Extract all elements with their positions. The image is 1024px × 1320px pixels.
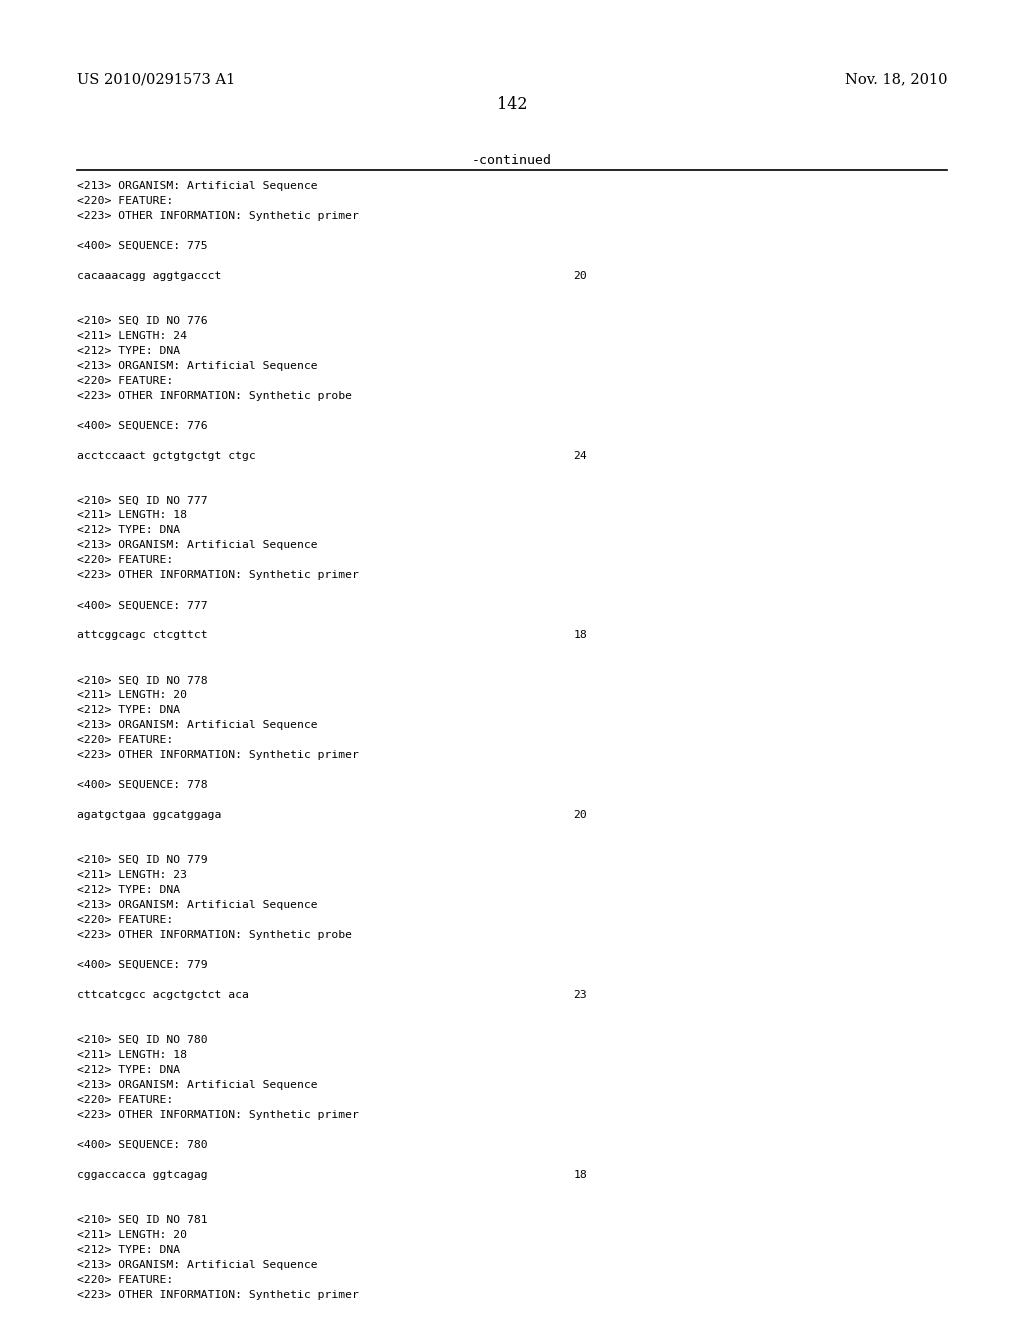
Text: 18: 18 xyxy=(573,631,587,640)
Text: <210> SEQ ID NO 780: <210> SEQ ID NO 780 xyxy=(77,1035,208,1045)
Text: cacaaacagg aggtgaccct: cacaaacagg aggtgaccct xyxy=(77,271,221,281)
Text: <213> ORGANISM: Artificial Sequence: <213> ORGANISM: Artificial Sequence xyxy=(77,721,317,730)
Text: -continued: -continued xyxy=(472,154,552,168)
Text: <220> FEATURE:: <220> FEATURE: xyxy=(77,1094,173,1105)
Text: <223> OTHER INFORMATION: Synthetic primer: <223> OTHER INFORMATION: Synthetic prime… xyxy=(77,1110,358,1119)
Text: <211> LENGTH: 20: <211> LENGTH: 20 xyxy=(77,1230,186,1239)
Text: 142: 142 xyxy=(497,96,527,114)
Text: <220> FEATURE:: <220> FEATURE: xyxy=(77,376,173,385)
Text: <220> FEATURE:: <220> FEATURE: xyxy=(77,915,173,925)
Text: <212> TYPE: DNA: <212> TYPE: DNA xyxy=(77,525,180,536)
Text: <220> FEATURE:: <220> FEATURE: xyxy=(77,556,173,565)
Text: <223> OTHER INFORMATION: Synthetic probe: <223> OTHER INFORMATION: Synthetic probe xyxy=(77,929,352,940)
Text: <212> TYPE: DNA: <212> TYPE: DNA xyxy=(77,1245,180,1254)
Text: <213> ORGANISM: Artificial Sequence: <213> ORGANISM: Artificial Sequence xyxy=(77,1080,317,1090)
Text: <223> OTHER INFORMATION: Synthetic primer: <223> OTHER INFORMATION: Synthetic prime… xyxy=(77,211,358,220)
Text: 23: 23 xyxy=(573,990,587,999)
Text: <223> OTHER INFORMATION: Synthetic primer: <223> OTHER INFORMATION: Synthetic prime… xyxy=(77,750,358,760)
Text: <210> SEQ ID NO 779: <210> SEQ ID NO 779 xyxy=(77,855,208,865)
Text: 18: 18 xyxy=(573,1170,587,1180)
Text: <210> SEQ ID NO 781: <210> SEQ ID NO 781 xyxy=(77,1214,208,1225)
Text: <211> LENGTH: 18: <211> LENGTH: 18 xyxy=(77,511,186,520)
Text: <400> SEQUENCE: 778: <400> SEQUENCE: 778 xyxy=(77,780,208,791)
Text: <400> SEQUENCE: 780: <400> SEQUENCE: 780 xyxy=(77,1139,208,1150)
Text: <223> OTHER INFORMATION: Synthetic primer: <223> OTHER INFORMATION: Synthetic prime… xyxy=(77,570,358,581)
Text: <400> SEQUENCE: 777: <400> SEQUENCE: 777 xyxy=(77,601,208,610)
Text: <213> ORGANISM: Artificial Sequence: <213> ORGANISM: Artificial Sequence xyxy=(77,900,317,909)
Text: <400> SEQUENCE: 779: <400> SEQUENCE: 779 xyxy=(77,960,208,970)
Text: Nov. 18, 2010: Nov. 18, 2010 xyxy=(845,73,947,87)
Text: <213> ORGANISM: Artificial Sequence: <213> ORGANISM: Artificial Sequence xyxy=(77,181,317,191)
Text: cttcatcgcc acgctgctct aca: cttcatcgcc acgctgctct aca xyxy=(77,990,249,999)
Text: US 2010/0291573 A1: US 2010/0291573 A1 xyxy=(77,73,236,87)
Text: <223> OTHER INFORMATION: Synthetic probe: <223> OTHER INFORMATION: Synthetic probe xyxy=(77,391,352,400)
Text: <220> FEATURE:: <220> FEATURE: xyxy=(77,735,173,746)
Text: <212> TYPE: DNA: <212> TYPE: DNA xyxy=(77,705,180,715)
Text: <213> ORGANISM: Artificial Sequence: <213> ORGANISM: Artificial Sequence xyxy=(77,360,317,371)
Text: <213> ORGANISM: Artificial Sequence: <213> ORGANISM: Artificial Sequence xyxy=(77,540,317,550)
Text: <210> SEQ ID NO 777: <210> SEQ ID NO 777 xyxy=(77,495,208,506)
Text: <212> TYPE: DNA: <212> TYPE: DNA xyxy=(77,1065,180,1074)
Text: attcggcagc ctcgttct: attcggcagc ctcgttct xyxy=(77,631,208,640)
Text: <212> TYPE: DNA: <212> TYPE: DNA xyxy=(77,884,180,895)
Text: <211> LENGTH: 20: <211> LENGTH: 20 xyxy=(77,690,186,700)
Text: cggaccacca ggtcagag: cggaccacca ggtcagag xyxy=(77,1170,208,1180)
Text: <210> SEQ ID NO 778: <210> SEQ ID NO 778 xyxy=(77,676,208,685)
Text: agatgctgaa ggcatggaga: agatgctgaa ggcatggaga xyxy=(77,810,221,820)
Text: 20: 20 xyxy=(573,810,587,820)
Text: <211> LENGTH: 23: <211> LENGTH: 23 xyxy=(77,870,186,880)
Text: <212> TYPE: DNA: <212> TYPE: DNA xyxy=(77,346,180,355)
Text: acctccaact gctgtgctgt ctgc: acctccaact gctgtgctgt ctgc xyxy=(77,450,256,461)
Text: <213> ORGANISM: Artificial Sequence: <213> ORGANISM: Artificial Sequence xyxy=(77,1259,317,1270)
Text: <223> OTHER INFORMATION: Synthetic primer: <223> OTHER INFORMATION: Synthetic prime… xyxy=(77,1290,358,1299)
Text: <400> SEQUENCE: 775: <400> SEQUENCE: 775 xyxy=(77,240,208,251)
Text: <220> FEATURE:: <220> FEATURE: xyxy=(77,1275,173,1284)
Text: 24: 24 xyxy=(573,450,587,461)
Text: <211> LENGTH: 18: <211> LENGTH: 18 xyxy=(77,1049,186,1060)
Text: <210> SEQ ID NO 776: <210> SEQ ID NO 776 xyxy=(77,315,208,326)
Text: <400> SEQUENCE: 776: <400> SEQUENCE: 776 xyxy=(77,421,208,430)
Text: <211> LENGTH: 24: <211> LENGTH: 24 xyxy=(77,331,186,341)
Text: 20: 20 xyxy=(573,271,587,281)
Text: <220> FEATURE:: <220> FEATURE: xyxy=(77,195,173,206)
